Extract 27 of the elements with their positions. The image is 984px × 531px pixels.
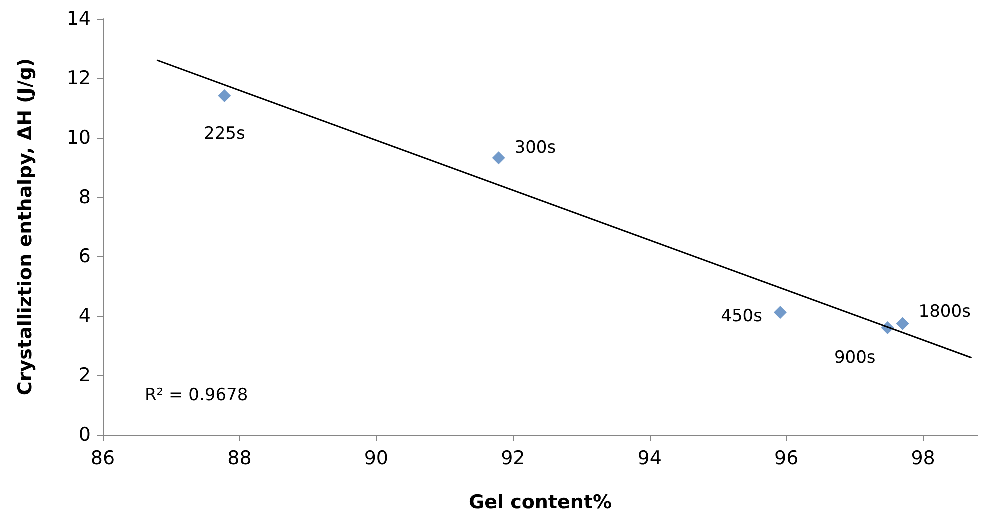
x-tick-label: 94 <box>638 448 662 470</box>
y-axis-title: Crystalliztion enthalpy, ΔH (J/g) <box>14 58 36 396</box>
x-tick-label: 96 <box>774 448 799 470</box>
annotation: 225s <box>204 124 246 144</box>
annotation: 450s <box>721 306 763 327</box>
annotation: 1800s <box>918 302 972 322</box>
y-tick-label: 12 <box>66 67 91 90</box>
y-tick-label: 0 <box>78 424 91 446</box>
x-tick-label: 86 <box>90 448 116 470</box>
y-tick-label: 14 <box>66 8 91 30</box>
point <box>774 306 787 320</box>
point <box>218 89 232 102</box>
x-tick-label: 92 <box>501 448 526 470</box>
y-tick-label: 4 <box>78 305 91 328</box>
point <box>896 317 910 330</box>
annotation: 900s <box>834 348 876 368</box>
x-tick-label: 88 <box>228 448 252 470</box>
x-tick-label: 90 <box>364 448 389 470</box>
annotation: R² = 0.9678 <box>145 386 248 406</box>
x-axis-title: Gel content% <box>468 492 612 514</box>
y-tick-label: 8 <box>78 186 91 208</box>
y-tick-label: 6 <box>78 246 91 268</box>
annotation: 300s <box>514 138 556 158</box>
point <box>492 152 506 165</box>
x-tick-label: 98 <box>911 448 936 470</box>
y-tick-label: 10 <box>66 126 91 149</box>
y-tick-label: 2 <box>78 364 91 387</box>
